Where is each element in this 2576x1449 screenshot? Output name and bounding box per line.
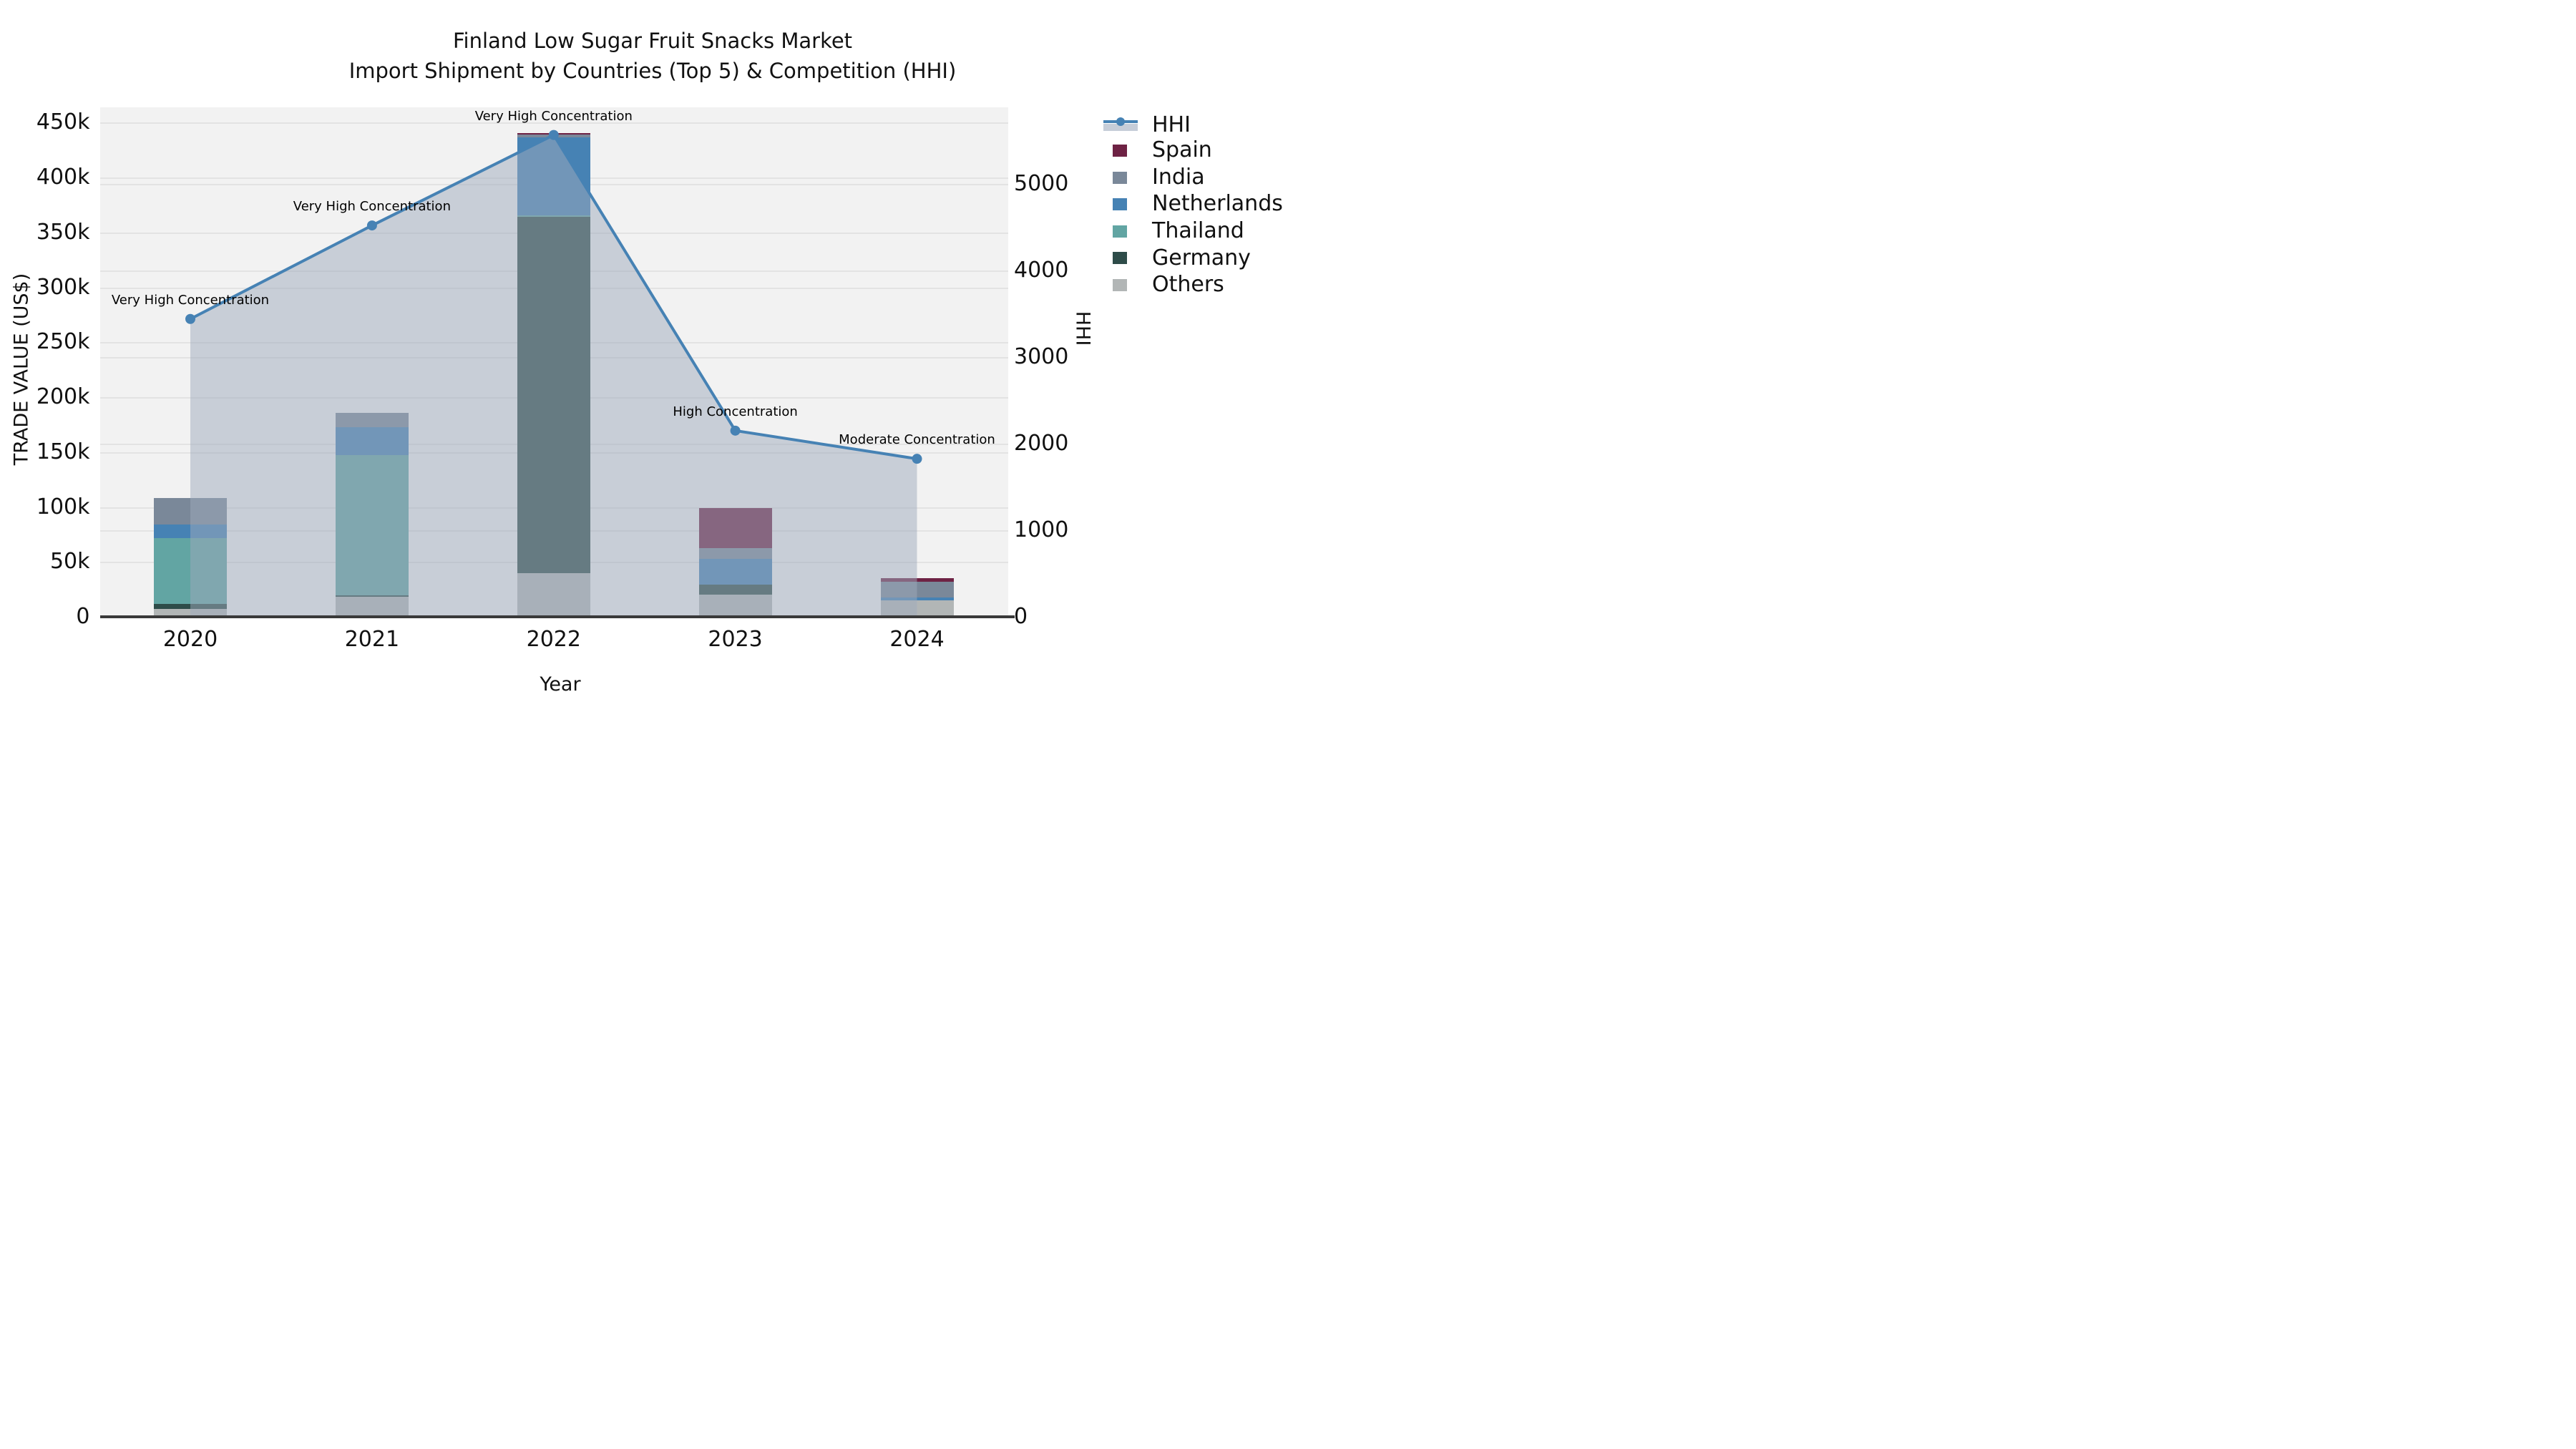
legend-swatch-india [1113, 171, 1127, 184]
legend-label-thailand: Thailand [1152, 218, 1244, 243]
bar-segment-spain [698, 508, 772, 549]
bar-segment-thailand [154, 537, 227, 604]
legend-swatch-spain [1113, 144, 1127, 157]
legend-hhi-marker [1116, 117, 1125, 126]
y-axis-tick-right: 3000 [1014, 344, 1069, 369]
y-axis-tick-left: 300k [36, 274, 90, 300]
chart-title: Finland Low Sugar Fruit Snacks Market Im… [0, 26, 1288, 86]
bar-segment-others [880, 600, 954, 617]
legend-swatch-netherlands [1113, 197, 1127, 210]
y-axis-label-left: TRADE VALUE (US$) [10, 273, 33, 466]
x-axis-line [99, 615, 1015, 618]
y-axis-tick-right: 0 [1014, 604, 1028, 629]
bar-segment-others [517, 572, 590, 617]
bar-segment-others [698, 595, 772, 617]
legend-label-germany: Germany [1152, 245, 1251, 270]
legend-label-others: Others [1152, 272, 1224, 297]
hhi-annotation: Very High Concentration [111, 292, 270, 308]
y-axis-tick-left: 250k [36, 329, 90, 355]
bar-segment-germany [517, 217, 590, 573]
bar-segment-india [154, 497, 227, 525]
y-axis-tick-right: 2000 [1014, 431, 1069, 456]
bar-segment-netherlands [880, 597, 954, 600]
legend-swatch-germany [1113, 252, 1127, 264]
hhi-annotation: Very High Concentration [474, 108, 633, 124]
legend-label-hhi: HHI [1152, 112, 1191, 137]
bar-segment-thailand [335, 454, 409, 596]
bar-segment-netherlands [154, 525, 227, 538]
gridline-trade-value [99, 122, 1008, 125]
bar-segment-thailand [517, 215, 590, 218]
bar-segment-germany [698, 584, 772, 595]
chart-title-line1: Finland Low Sugar Fruit Snacks Market [452, 29, 853, 53]
hhi-annotation: Very High Concentration [293, 199, 451, 215]
y-axis-tick-left: 450k [36, 109, 90, 135]
y-axis-tick-right: 4000 [1014, 258, 1069, 283]
legend-swatch-thailand [1113, 225, 1127, 238]
bar-segment-spain [517, 133, 590, 135]
y-axis-tick-left: 400k [36, 165, 90, 190]
bar-segment-germany [335, 595, 409, 597]
y-axis-tick-left: 50k [49, 549, 90, 575]
legend-label-netherlands: Netherlands [1152, 191, 1283, 216]
x-axis-tick: 2021 [344, 627, 400, 652]
hhi-annotation: High Concentration [673, 404, 798, 419]
x-axis-tick: 2023 [708, 627, 763, 652]
y-axis-label-right: HHI [1071, 311, 1094, 346]
y-axis-tick-left: 0 [76, 604, 90, 629]
bar-segment-netherlands [698, 559, 772, 585]
chart-figure: Finland Low Sugar Fruit Snacks Market Im… [0, 0, 1288, 725]
x-axis-tick: 2022 [526, 627, 581, 652]
y-axis-tick-left: 150k [36, 439, 90, 464]
x-axis-tick: 2020 [162, 627, 218, 652]
bar-segment-spain [880, 578, 954, 582]
y-axis-tick-left: 100k [36, 494, 90, 519]
legend-swatch-others [1113, 278, 1127, 291]
bar-segment-netherlands [335, 427, 409, 455]
y-axis-tick-left: 350k [36, 219, 90, 245]
legend-hhi-band [1103, 124, 1138, 131]
bar-segment-others [335, 597, 409, 617]
bar-segment-india [880, 582, 954, 597]
legend-label-india: India [1152, 165, 1205, 190]
y-axis-tick-right: 1000 [1014, 517, 1069, 542]
bar-segment-india [517, 134, 590, 138]
y-axis-tick-right: 5000 [1014, 171, 1069, 196]
legend-label-spain: Spain [1152, 137, 1212, 162]
chart-title-line2: Import Shipment by Countries (Top 5) & C… [348, 59, 957, 84]
bar-segment-india [698, 548, 772, 560]
y-axis-tick-left: 200k [36, 384, 90, 410]
hhi-annotation: Moderate Concentration [839, 432, 995, 448]
x-axis-tick: 2024 [889, 627, 945, 652]
x-axis-label: Year [540, 673, 581, 696]
bar-segment-india [335, 413, 409, 428]
bar-segment-germany [154, 603, 227, 610]
